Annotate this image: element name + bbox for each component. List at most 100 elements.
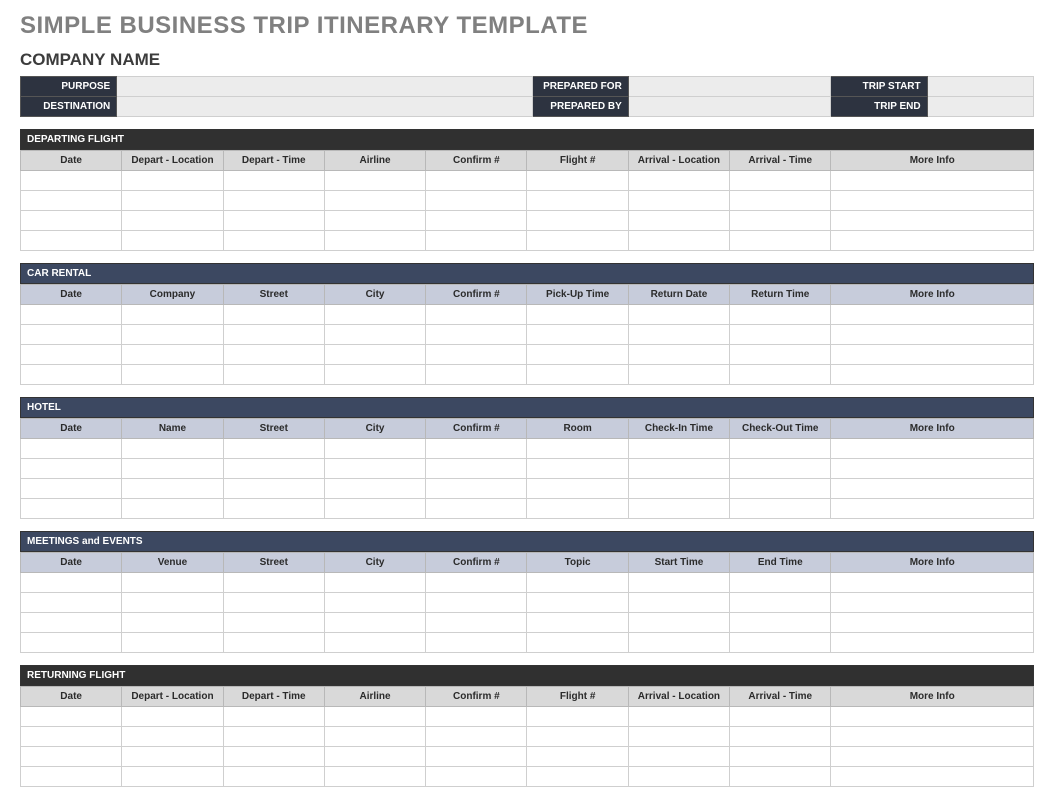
table-cell[interactable] — [223, 573, 324, 593]
table-cell[interactable] — [628, 727, 729, 747]
table-cell[interactable] — [730, 593, 831, 613]
table-cell[interactable] — [730, 305, 831, 325]
meta-value-trip-end[interactable] — [927, 97, 1033, 117]
table-cell[interactable] — [324, 573, 425, 593]
table-cell[interactable] — [831, 613, 1034, 633]
meta-value-purpose[interactable] — [117, 77, 532, 97]
table-cell[interactable] — [730, 191, 831, 211]
table-cell[interactable] — [223, 171, 324, 191]
table-cell[interactable] — [730, 707, 831, 727]
table-cell[interactable] — [426, 727, 527, 747]
table-cell[interactable] — [527, 499, 628, 519]
table-cell[interactable] — [527, 439, 628, 459]
table-cell[interactable] — [21, 345, 122, 365]
table-cell[interactable] — [628, 171, 729, 191]
table-cell[interactable] — [831, 459, 1034, 479]
table-cell[interactable] — [628, 573, 729, 593]
table-cell[interactable] — [628, 365, 729, 385]
table-cell[interactable] — [223, 325, 324, 345]
table-cell[interactable] — [628, 479, 729, 499]
table-cell[interactable] — [223, 439, 324, 459]
table-cell[interactable] — [324, 479, 425, 499]
table-cell[interactable] — [527, 365, 628, 385]
table-cell[interactable] — [324, 727, 425, 747]
table-cell[interactable] — [426, 593, 527, 613]
table-cell[interactable] — [527, 479, 628, 499]
table-cell[interactable] — [223, 707, 324, 727]
table-cell[interactable] — [730, 345, 831, 365]
table-cell[interactable] — [426, 459, 527, 479]
table-cell[interactable] — [831, 767, 1034, 787]
table-cell[interactable] — [122, 305, 223, 325]
table-cell[interactable] — [122, 365, 223, 385]
table-cell[interactable] — [628, 633, 729, 653]
table-cell[interactable] — [527, 727, 628, 747]
table-cell[interactable] — [223, 365, 324, 385]
table-cell[interactable] — [831, 633, 1034, 653]
table-cell[interactable] — [628, 231, 729, 251]
table-cell[interactable] — [223, 191, 324, 211]
table-cell[interactable] — [628, 593, 729, 613]
table-cell[interactable] — [324, 231, 425, 251]
table-cell[interactable] — [527, 767, 628, 787]
table-cell[interactable] — [223, 211, 324, 231]
table-cell[interactable] — [831, 211, 1034, 231]
table-cell[interactable] — [122, 767, 223, 787]
table-cell[interactable] — [730, 747, 831, 767]
table-cell[interactable] — [426, 305, 527, 325]
meta-value-trip-start[interactable] — [927, 77, 1033, 97]
table-cell[interactable] — [831, 573, 1034, 593]
table-cell[interactable] — [122, 231, 223, 251]
table-cell[interactable] — [426, 767, 527, 787]
table-cell[interactable] — [730, 613, 831, 633]
table-cell[interactable] — [223, 727, 324, 747]
table-cell[interactable] — [122, 479, 223, 499]
meta-value-destination[interactable] — [117, 97, 532, 117]
table-cell[interactable] — [628, 211, 729, 231]
table-cell[interactable] — [426, 633, 527, 653]
table-cell[interactable] — [628, 499, 729, 519]
table-cell[interactable] — [426, 211, 527, 231]
table-cell[interactable] — [831, 727, 1034, 747]
table-cell[interactable] — [122, 727, 223, 747]
table-cell[interactable] — [426, 613, 527, 633]
table-cell[interactable] — [527, 171, 628, 191]
table-cell[interactable] — [628, 767, 729, 787]
table-cell[interactable] — [730, 365, 831, 385]
table-cell[interactable] — [324, 459, 425, 479]
table-cell[interactable] — [426, 499, 527, 519]
table-cell[interactable] — [730, 633, 831, 653]
table-cell[interactable] — [324, 191, 425, 211]
table-cell[interactable] — [527, 633, 628, 653]
table-cell[interactable] — [628, 325, 729, 345]
table-cell[interactable] — [831, 191, 1034, 211]
table-cell[interactable] — [21, 593, 122, 613]
table-cell[interactable] — [223, 767, 324, 787]
table-cell[interactable] — [730, 211, 831, 231]
table-cell[interactable] — [527, 345, 628, 365]
table-cell[interactable] — [223, 633, 324, 653]
table-cell[interactable] — [21, 305, 122, 325]
table-cell[interactable] — [426, 171, 527, 191]
table-cell[interactable] — [324, 365, 425, 385]
table-cell[interactable] — [730, 171, 831, 191]
table-cell[interactable] — [628, 707, 729, 727]
table-cell[interactable] — [730, 325, 831, 345]
table-cell[interactable] — [730, 479, 831, 499]
table-cell[interactable] — [223, 747, 324, 767]
table-cell[interactable] — [628, 459, 729, 479]
table-cell[interactable] — [223, 613, 324, 633]
table-cell[interactable] — [324, 325, 425, 345]
table-cell[interactable] — [527, 231, 628, 251]
table-cell[interactable] — [831, 231, 1034, 251]
table-cell[interactable] — [831, 499, 1034, 519]
table-cell[interactable] — [831, 593, 1034, 613]
table-cell[interactable] — [21, 439, 122, 459]
table-cell[interactable] — [122, 747, 223, 767]
table-cell[interactable] — [122, 499, 223, 519]
table-cell[interactable] — [21, 633, 122, 653]
table-cell[interactable] — [122, 707, 223, 727]
table-cell[interactable] — [831, 325, 1034, 345]
table-cell[interactable] — [527, 305, 628, 325]
table-cell[interactable] — [122, 345, 223, 365]
